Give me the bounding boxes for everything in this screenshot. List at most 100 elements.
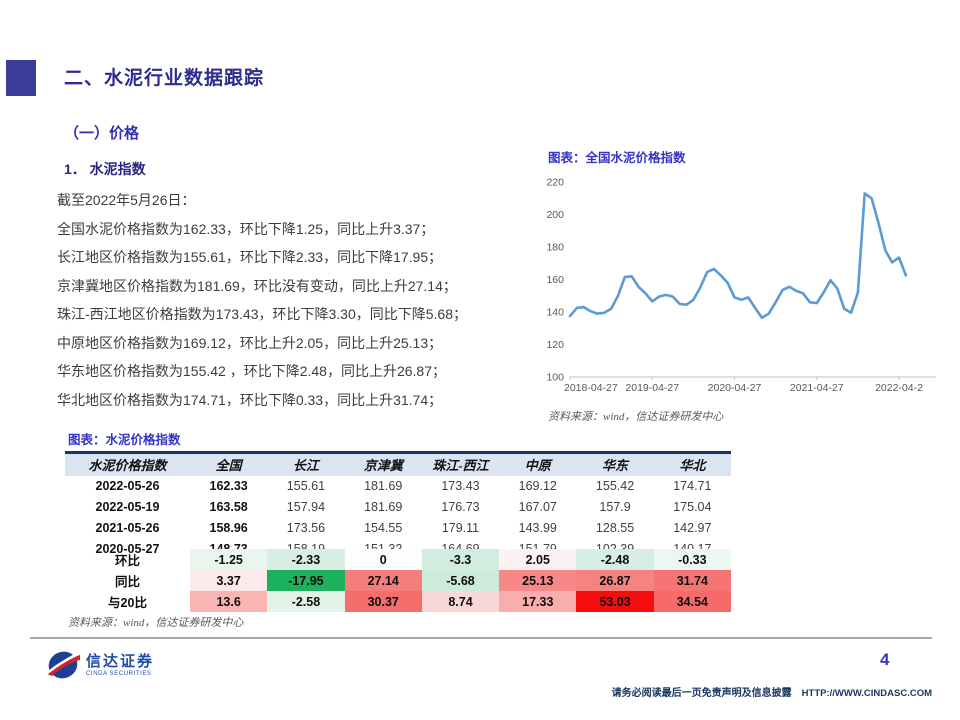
- change-value-cell: -3.3: [421, 549, 500, 570]
- change-value-cell: 25.13: [499, 570, 577, 591]
- heatmap-row: 环比 -1.25 -2.33 0 -3.3 2.05 -2.48 -0.33: [65, 549, 731, 570]
- paragraph-line: 京津冀地区价格指数为181.69，环比没有变动，同比上升27.14；: [57, 277, 457, 294]
- change-value-cell: 2.05: [499, 549, 577, 570]
- change-value-cell: 34.54: [653, 591, 731, 612]
- change-value-cell: -0.33: [653, 549, 731, 570]
- column-header: 长江: [267, 451, 345, 476]
- paragraph-line: 华东地区价格指数为155.42 ，环比下降2.48，同比上升26.87；: [57, 363, 446, 379]
- page-number: 4: [880, 650, 890, 669]
- y-axis-tick-label: 200: [546, 209, 564, 221]
- footer-divider: [30, 637, 932, 639]
- change-value-cell: 0: [344, 549, 422, 570]
- y-axis-tick-label: 180: [546, 242, 564, 254]
- paragraph-line: 中原地区价格指数为169.12，环比上升2.05，同比上升25.13；: [57, 334, 443, 351]
- index-value: 179.11: [441, 521, 480, 535]
- change-value-cell: 8.74: [421, 591, 500, 612]
- price-change-heatmap-table: 环比 -1.25 -2.33 0 -3.3 2.05 -2.48 -0.33 同比 3.37 -17…: [65, 549, 731, 612]
- change-value-cell: -2.48: [576, 549, 654, 570]
- logo-text-block: 信达证券 CINDA SECURITIES: [86, 654, 154, 677]
- index-value: 176.73: [441, 500, 480, 514]
- column-header: 京津冀: [344, 451, 422, 476]
- change-value-cell: 31.74: [653, 570, 731, 591]
- price-index-table-body: 2022-05-26 162.33 155.61 181.69 173.43 169.12…: [65, 476, 731, 560]
- footer-note: 请务必阅读最后一页免责声明及信息披露 HTTP://WWW.CINDASC.COM: [612, 684, 932, 699]
- index-value: 143.99: [518, 521, 557, 535]
- heatmap-row-label: 与20比: [108, 596, 147, 610]
- y-axis-tick-label: 220: [546, 177, 564, 189]
- logo-text-en: CINDA SECURITIES: [86, 670, 152, 677]
- footer-website: HTTP://WWW.CINDASC.COM: [801, 688, 932, 699]
- subsection-title: （一）价格: [64, 125, 140, 142]
- column-header: 华北: [653, 451, 731, 476]
- index-value: 173.43: [441, 479, 480, 493]
- index-value: 154.55: [364, 521, 403, 535]
- y-axis-tick-label: 120: [546, 339, 564, 351]
- x-axis-tick-label: 2019-04-27: [625, 382, 679, 394]
- index-value: 175.04: [673, 500, 712, 514]
- paragraph-line: 截至2022年5月26日：: [57, 192, 196, 208]
- index-value: 155.61: [286, 479, 326, 493]
- chart-source: 资料来源：wind，信达证券研发中心: [548, 411, 724, 423]
- chart-caption: 图表：全国水泥价格指数: [548, 151, 686, 165]
- index-value: 169.12: [518, 479, 557, 493]
- row-date: 2022-05-26: [95, 479, 160, 493]
- change-value-cell: 17.33: [499, 591, 577, 612]
- column-header: 珠江-西江: [421, 451, 500, 476]
- change-value-cell: 13.6: [190, 591, 268, 612]
- y-axis-tick-label: 140: [546, 307, 564, 319]
- paragraph-line: 华北地区价格指数为174.71，环比下降0.33，同比上升31.74；: [57, 391, 443, 408]
- index-value: 173.56: [286, 521, 326, 535]
- row-date: 2022-05-19: [95, 500, 160, 514]
- paragraph-line: 长江地区价格指数为155.61，环比下降2.33，同比下降17.95；: [57, 249, 443, 265]
- paragraph-line: 珠江-西江地区价格指数为173.43，环比下降3.30，同比下降5.68；: [57, 306, 467, 322]
- cinda-logo: 信达证券 CINDA SECURITIES: [46, 648, 154, 682]
- paragraph-line: 全国水泥价格指数为162.33，环比下降1.25，同比上升3.37；: [57, 220, 435, 237]
- change-value-cell: -5.68: [421, 570, 500, 591]
- change-value-cell: 27.14: [344, 570, 422, 591]
- national-price-index-chart: 220 200 180 160 140 120 100 2018-04-27 2019-04-2…: [544, 166, 944, 402]
- index-value: 162.33: [209, 479, 248, 493]
- price-index-table-header: 水泥价格指数 全国 长江 京津冀 珠江-西江 中原 华东 华北: [65, 451, 731, 476]
- y-axis-tick-label: 100: [546, 372, 564, 384]
- index-value: 142.97: [673, 521, 712, 535]
- subsubsection-title: 1． 水泥指数: [64, 161, 146, 177]
- row-date: 2020-05-27: [95, 542, 160, 556]
- index-value: 155.42: [595, 479, 635, 493]
- price-change-heatmap-body: 环比 -1.25 -2.33 0 -3.3 2.05 -2.48 -0.33 同比 3.37 -17…: [65, 549, 731, 612]
- column-header: 中原: [499, 451, 577, 476]
- x-axis-tick-label: 2018-04-27: [564, 382, 618, 394]
- change-value-cell: -17.95: [267, 570, 345, 591]
- x-axis-tick-label: 2021-04-27: [790, 382, 844, 394]
- change-value-cell: -2.33: [267, 549, 345, 570]
- x-axis-tick-label: 2022-04-2: [875, 382, 923, 394]
- change-value-cell: 30.37: [344, 591, 422, 612]
- column-header: 水泥价格指数: [65, 451, 190, 476]
- index-value: 181.69: [364, 500, 403, 514]
- table-row: 2022-05-26 162.33 155.61 181.69 173.43 169.12…: [65, 476, 731, 497]
- index-value: 181.69: [364, 479, 403, 493]
- price-summary-paragraph: 截至2022年5月26日： 全国水泥价格指数为162.33，环比下降1.25，同…: [57, 186, 537, 414]
- table-caption: 图表：水泥价格指数: [68, 433, 181, 447]
- index-value: 174.71: [673, 479, 712, 493]
- y-axis-tick-label: 160: [546, 274, 564, 286]
- index-value: 167.07: [518, 500, 557, 514]
- section-title: 二、水泥行业数据跟踪: [64, 68, 265, 89]
- table-row: 2021-05-26 158.96 173.56 154.55 179.11 143.99…: [65, 518, 731, 539]
- price-index-table: 水泥价格指数 全国 长江 京津冀 珠江-西江 中原 华东 华北 2022-05-26 162.3…: [65, 451, 731, 560]
- heatmap-row-label: 环比: [114, 554, 140, 568]
- logo-text-cn: 信达证券: [86, 652, 155, 670]
- footer-disclaimer: 请务必阅读最后一页免责声明及信息披露: [611, 688, 792, 699]
- change-value-cell: 53.03: [576, 591, 654, 612]
- change-value-cell: -1.25: [190, 549, 268, 570]
- index-value: 157.94: [286, 500, 326, 514]
- index-value: 128.55: [595, 521, 635, 535]
- cinda-logo-icon: [46, 651, 80, 679]
- index-value: 157.9: [599, 500, 631, 514]
- change-value-cell: 26.87: [576, 570, 654, 591]
- table-row: 2022-05-19 163.58 157.94 181.69 176.73 167.07…: [65, 497, 731, 518]
- change-value-cell: 3.37: [190, 570, 268, 591]
- heatmap-row: 与20比 13.6 -2.58 30.37 8.74 17.33 53.03 34.54: [65, 591, 731, 612]
- section-accent-square: [6, 60, 36, 96]
